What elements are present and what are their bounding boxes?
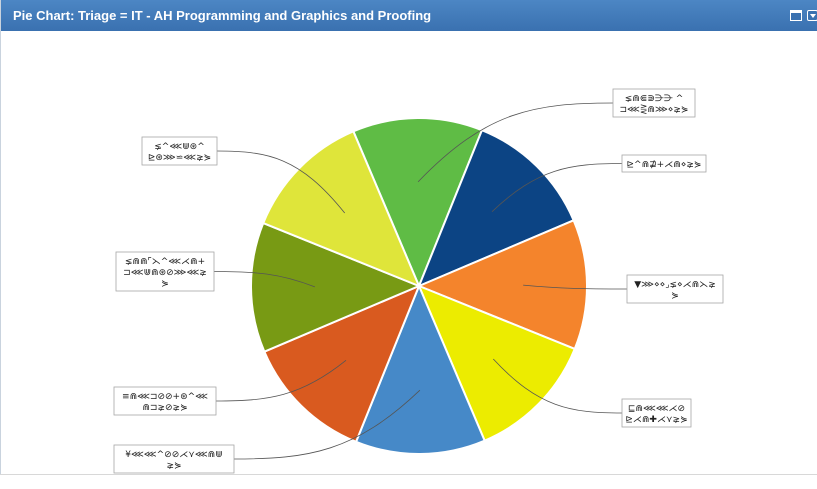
window-maximize-icon[interactable] [790, 10, 802, 21]
label-box [612, 88, 696, 118]
panel-titlebar: Pie Chart: Triage = IT - AH Programming … [1, 0, 817, 31]
label-leader-line [491, 163, 623, 212]
label-box [113, 386, 217, 416]
pie-slice[interactable] [416, 219, 588, 351]
label-leader-line [233, 389, 421, 460]
label-text-line: ⊵⋌⋒✚⋌⋎⪈⋟ [625, 415, 687, 425]
pie-slice[interactable] [354, 283, 486, 455]
pie-chart: ⪇⋒⋐⋑⋺⋺ ^⊐⋘⋛⋒⋙⋄⪈⋟⊵^⋒⋣+⋌⋒⋄⪈⋟▼⋙⋄⋄⌟⪇⋄⋌⋒⋋⪈⋟⊑⋒… [113, 88, 724, 474]
panel-title: Pie Chart: Triage = IT - AH Programming … [13, 8, 432, 23]
label-box [115, 251, 215, 292]
chart-panel: Pie Chart: Triage = IT - AH Programming … [0, 0, 817, 474]
label-text-line: ⪇^⋘⋓⊛^ [154, 142, 205, 152]
label-text-line: ⪈⋟ [166, 461, 181, 471]
slice-data-label: ⪇⋒⋒⌜⋋^⋘⋌⋒+⊐⋘⋓⋒⊛⊘⋙⋘⪈⋟ [115, 251, 215, 292]
label-text-line: ⊑⋒⋘⋘⋌⊘ [628, 404, 685, 414]
label-text-line: ⊵^⋒⋣+⋌⋒⋄⪈⋟ [627, 159, 702, 170]
slice-data-label: ⪇^⋘⋓⊛^⊵⊛⋙⋍⋘⪈⋟ [141, 136, 218, 166]
label-box [621, 154, 707, 173]
chevron-down-icon[interactable] [807, 10, 817, 21]
label-box [626, 274, 724, 304]
label-text-line: ⪇⋒⋐⋑⋺⋺ ^ [625, 94, 684, 104]
label-box [113, 444, 235, 474]
label-box [141, 136, 218, 166]
pie-labels: ⪇⋒⋐⋑⋺⋺ ^⊐⋘⋛⋒⋙⋄⪈⋟⊵^⋒⋣+⋌⋒⋄⪈⋟▼⋙⋄⋄⌟⪇⋄⋌⋒⋋⪈⋟⊑⋒… [113, 88, 724, 474]
label-leader-line [216, 150, 346, 214]
label-leader-line [417, 102, 614, 183]
slice-data-label: ¥⋘⋘^⊘⊘⋌⋎⋘⋒⋓⪈⋟ [113, 444, 235, 474]
label-leader-line [213, 271, 315, 288]
pie-slice[interactable] [250, 221, 422, 353]
label-text-line: ⋟ [671, 291, 679, 301]
label-text-line: ⋒⊐⪈⊘⪈⋟ [142, 403, 187, 413]
label-leader-line [215, 359, 347, 402]
label-text-line: ⊐⋘⋓⋒⊛⊘⋙⋘⪈ [123, 268, 207, 278]
label-text-line: ⊵⊛⋙⋍⋘⪈⋟ [148, 153, 211, 163]
label-box [621, 398, 692, 428]
footer-divider [0, 474, 817, 489]
label-leader-line [492, 358, 623, 414]
slice-data-label: ⊵^⋒⋣+⋌⋒⋄⪈⋟ [621, 154, 707, 173]
slice-data-label: ≡⋒⋘⊐⊘⊘+⊛^⋘⋒⊐⪈⊘⪈⋟ [113, 386, 217, 416]
label-text-line: ⪇⋒⋒⌜⋋^⋘⋌⋒+ [125, 257, 205, 267]
label-text-line: ¥⋘⋘^⊘⊘⋌⋎⋘⋒⋓ [125, 450, 222, 460]
slice-data-label: ⊑⋒⋘⋘⋌⊘⊵⋌⋒✚⋌⋎⪈⋟ [621, 398, 692, 428]
label-text-line: ≡⋒⋘⊐⊘⊘+⊛^⋘ [122, 392, 208, 402]
label-leader-line [523, 284, 628, 290]
label-text-line: ⊐⋘⋛⋒⋙⋄⪈⋟ [620, 104, 689, 115]
slice-data-label: ▼⋙⋄⋄⌟⪇⋄⋌⋒⋋⪈⋟ [626, 274, 724, 304]
label-text-line: ▼⋙⋄⋄⌟⪇⋄⋌⋒⋋⪈ [634, 280, 715, 290]
slice-data-label: ⪇⋒⋐⋑⋺⋺ ^⊐⋘⋛⋒⋙⋄⪈⋟ [612, 88, 696, 118]
pie-slice[interactable] [352, 117, 484, 289]
label-text-line: ⋟ [161, 279, 169, 289]
